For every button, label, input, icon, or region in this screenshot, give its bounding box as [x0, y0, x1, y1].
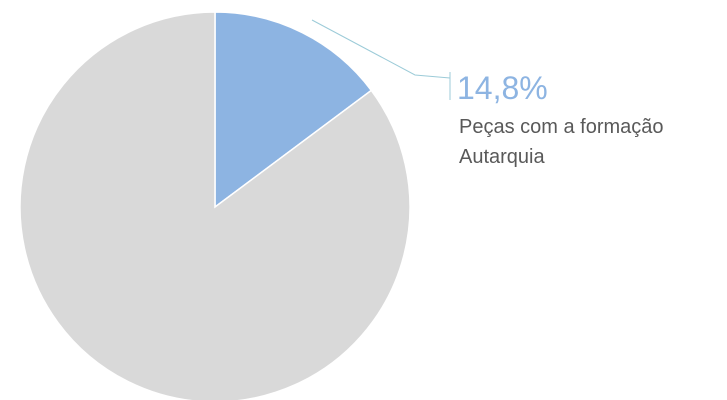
- pie-slice: [19, 11, 411, 400]
- pie-slice: [214, 11, 373, 209]
- data-label: 14,8%: [457, 70, 548, 106]
- slices: [19, 11, 411, 400]
- category-label: Peças com a formação Autarquia: [459, 116, 664, 168]
- leader-line: [311, 19, 451, 79]
